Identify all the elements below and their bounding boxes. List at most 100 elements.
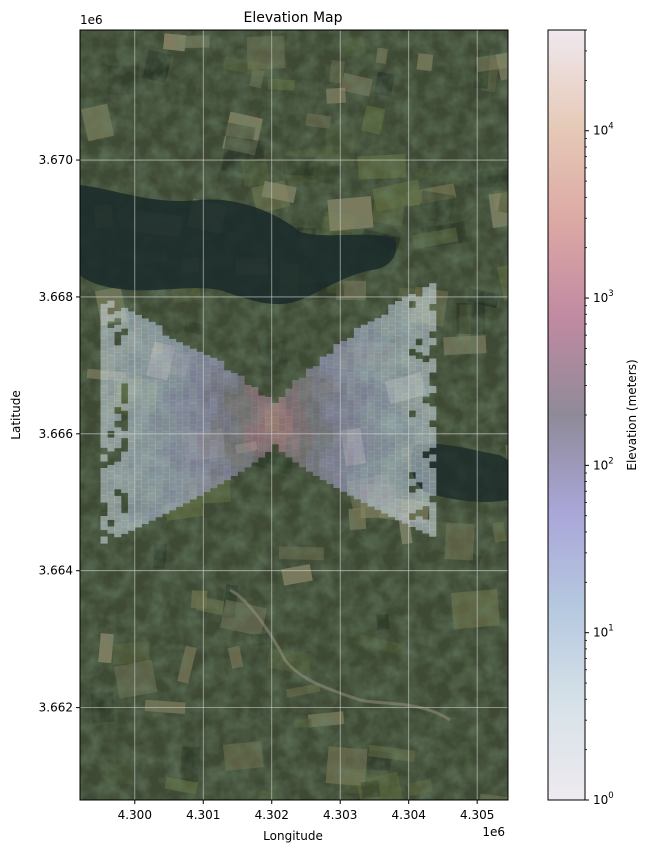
elevation-cell [107, 389, 115, 397]
elevation-cell [141, 434, 149, 442]
x-tick-label: 4.304 [392, 808, 426, 822]
elevation-cell [401, 516, 410, 524]
elevation-cell [127, 496, 136, 504]
elevation-cell [203, 375, 211, 383]
elevation-cell [312, 393, 320, 401]
elevation-cell [422, 314, 430, 322]
elevation-cell [367, 355, 375, 363]
elevation-cell [148, 376, 156, 384]
elevation-cell [347, 461, 355, 469]
elevation-cell [326, 442, 334, 450]
elevation-cell [223, 425, 231, 433]
elevation-cell [155, 373, 163, 381]
elevation-cell [381, 376, 389, 384]
elevation-cell [127, 434, 136, 442]
elevation-cell [353, 362, 362, 370]
elevation-cell [189, 389, 197, 397]
elevation-cell [155, 414, 163, 422]
elevation-cell [381, 321, 389, 329]
elevation-cell [127, 345, 136, 353]
elevation-cell [141, 359, 149, 367]
elevation-cell [401, 461, 410, 469]
elevation-cell [217, 456, 225, 464]
elevation-cell [175, 369, 184, 377]
elevation-cell [237, 437, 245, 445]
elevation-cell [210, 371, 218, 379]
elevation-cell [374, 461, 382, 469]
elevation-cell [422, 327, 430, 336]
elevation-cell [340, 388, 348, 397]
elevation-cell [169, 448, 177, 456]
elevation-cell [429, 365, 437, 373]
elevation-cell [162, 376, 170, 384]
elevation-cell [312, 414, 320, 422]
elevation-cell [360, 427, 368, 435]
elevation-cell [388, 455, 396, 463]
elevation-cell [258, 450, 266, 458]
elevation-cell [367, 437, 375, 445]
elevation-cell [381, 355, 389, 363]
elevation-cell [100, 427, 108, 435]
elevation-cell [388, 448, 396, 456]
elevation-cell [237, 444, 245, 452]
elevation-cell [169, 400, 177, 408]
elevation-cell [408, 506, 416, 514]
elevation-cell [210, 474, 218, 482]
elevation-cell [395, 479, 403, 487]
elevation-cell [155, 407, 163, 415]
elevation-cell [271, 403, 279, 411]
elevation-cell [271, 409, 279, 418]
elevation-cell [422, 485, 430, 493]
elevation-cell [353, 348, 362, 356]
elevation-cell [306, 450, 314, 458]
elevation-cell [244, 453, 252, 461]
elevation-cell [127, 448, 136, 456]
elevation-cell [114, 311, 122, 319]
elevation-cell [230, 427, 238, 436]
elevation-cell [169, 338, 177, 347]
y-tick-label: 3.664 [39, 564, 73, 578]
elevation-cell [169, 359, 177, 367]
elevation-cell [114, 427, 122, 435]
elevation-cell [217, 449, 225, 457]
elevation-cell [353, 410, 362, 418]
elevation-cell [210, 364, 218, 372]
elevation-cell [326, 470, 334, 478]
elevation-cell [175, 390, 184, 398]
elevation-cell [134, 472, 142, 480]
elevation-cell [401, 304, 410, 312]
elevation-cell [374, 441, 382, 449]
elevation-cell [374, 331, 382, 339]
elevation-cell [223, 411, 231, 419]
elevation-cell [121, 362, 129, 370]
elevation-cell [388, 325, 396, 333]
elevation-cell [148, 479, 156, 487]
elevation-cell [319, 383, 327, 392]
elevation-cell [326, 353, 334, 361]
elevation-cell [100, 392, 108, 400]
elevation-cell [401, 386, 410, 394]
elevation-cell [148, 458, 156, 466]
elevation-cell [127, 523, 136, 531]
elevation-cell [210, 357, 218, 366]
elevation-cell [360, 420, 368, 428]
elevation-cell [347, 406, 355, 414]
elevation-cell [127, 379, 136, 387]
elevation-cell [388, 366, 396, 374]
elevation-cell [408, 417, 416, 425]
elevation-cell [121, 520, 129, 528]
elevation-cell [100, 358, 108, 366]
elevation-cell [401, 496, 410, 504]
elevation-cell [134, 520, 142, 528]
elevation-cell [134, 451, 142, 459]
elevation-cell [107, 492, 115, 500]
elevation-cell [217, 436, 225, 444]
elevation-cell [148, 410, 156, 419]
elevation-cell [107, 348, 115, 356]
elevation-cell [278, 437, 286, 446]
elevation-cell [422, 348, 430, 356]
elevation-cell [374, 475, 382, 483]
elevation-cell [401, 434, 410, 442]
elevation-cell [422, 382, 430, 390]
elevation-cell [299, 419, 307, 427]
